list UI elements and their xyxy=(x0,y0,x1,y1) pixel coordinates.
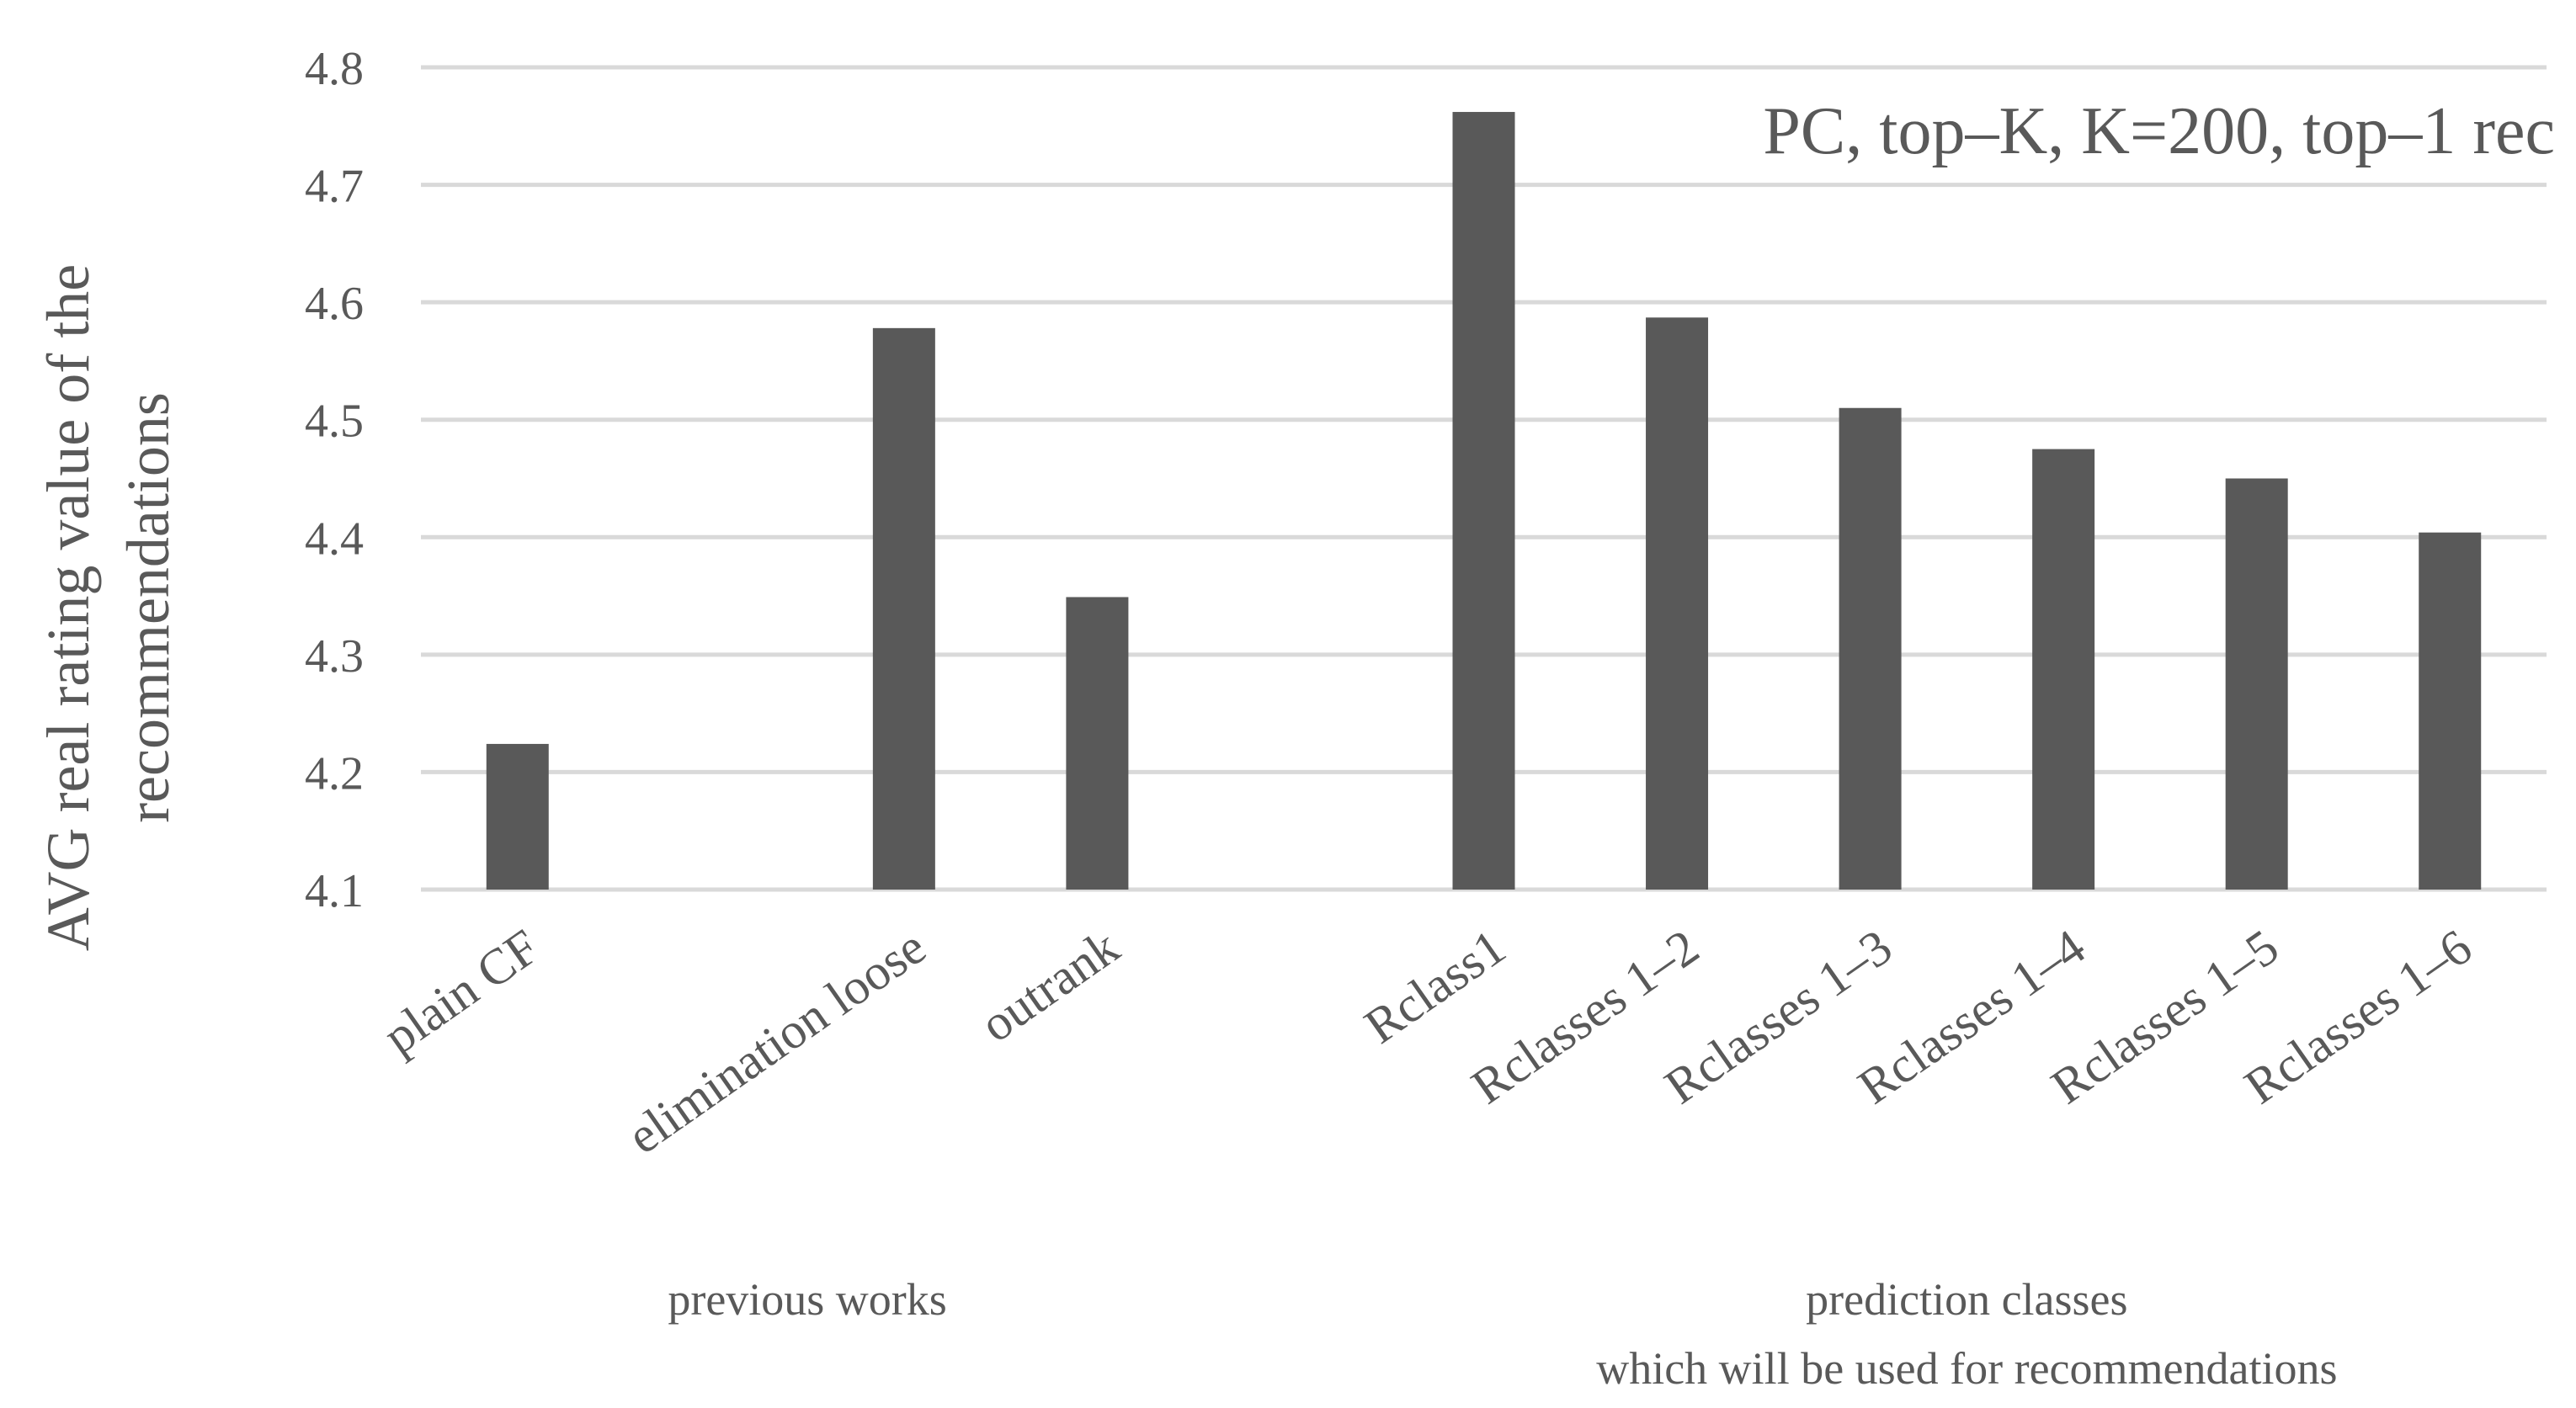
bar xyxy=(1646,317,1709,890)
y-tick-label: 4.7 xyxy=(305,161,364,213)
y-tick-label: 4.6 xyxy=(305,278,364,330)
bars xyxy=(486,112,2482,890)
y-tick-label: 4.5 xyxy=(305,396,364,448)
x-category-labels: plain CF elimination loose outrank Rclass1R… xyxy=(374,919,2482,1165)
x-category-label: plain CF xyxy=(374,919,550,1065)
bar xyxy=(2032,449,2095,890)
x-category-label: Rclass1 xyxy=(1355,919,1515,1055)
y-tick-label: 4.4 xyxy=(305,513,364,565)
bar xyxy=(872,327,935,890)
bar xyxy=(2225,478,2288,890)
bar xyxy=(1066,597,1129,890)
x-category-label: outrank xyxy=(971,919,1129,1053)
y-axis-label: AVG real rating value of the recommendati… xyxy=(35,264,182,951)
y-axis-label-line: AVG real rating value of the xyxy=(35,264,102,951)
bar xyxy=(2419,532,2482,890)
group-labels: previous works prediction classes which wi… xyxy=(668,1274,2337,1394)
y-tick-label: 4.1 xyxy=(305,865,364,917)
bar xyxy=(1452,112,1515,890)
y-axis-label-line: recommendations xyxy=(114,392,182,823)
bar xyxy=(1839,407,1902,890)
y-tick-label: 4.8 xyxy=(305,43,364,95)
bar xyxy=(486,743,549,890)
group-label: prediction classes xyxy=(1806,1274,2127,1325)
y-tick-label: 4.2 xyxy=(305,747,364,800)
y-tick-label: 4.3 xyxy=(305,630,364,683)
y-tick-labels: 4.1 4.2 4.3 4.4 4.5 4.6 4.7 4.8 xyxy=(305,43,364,917)
group-label: which will be used for recommendations xyxy=(1596,1343,2337,1394)
group-label: previous works xyxy=(668,1274,946,1325)
chart-title: PC, top–K, K=200, top–1 rec xyxy=(1763,94,2555,168)
x-category-label: elimination loose xyxy=(618,919,936,1165)
